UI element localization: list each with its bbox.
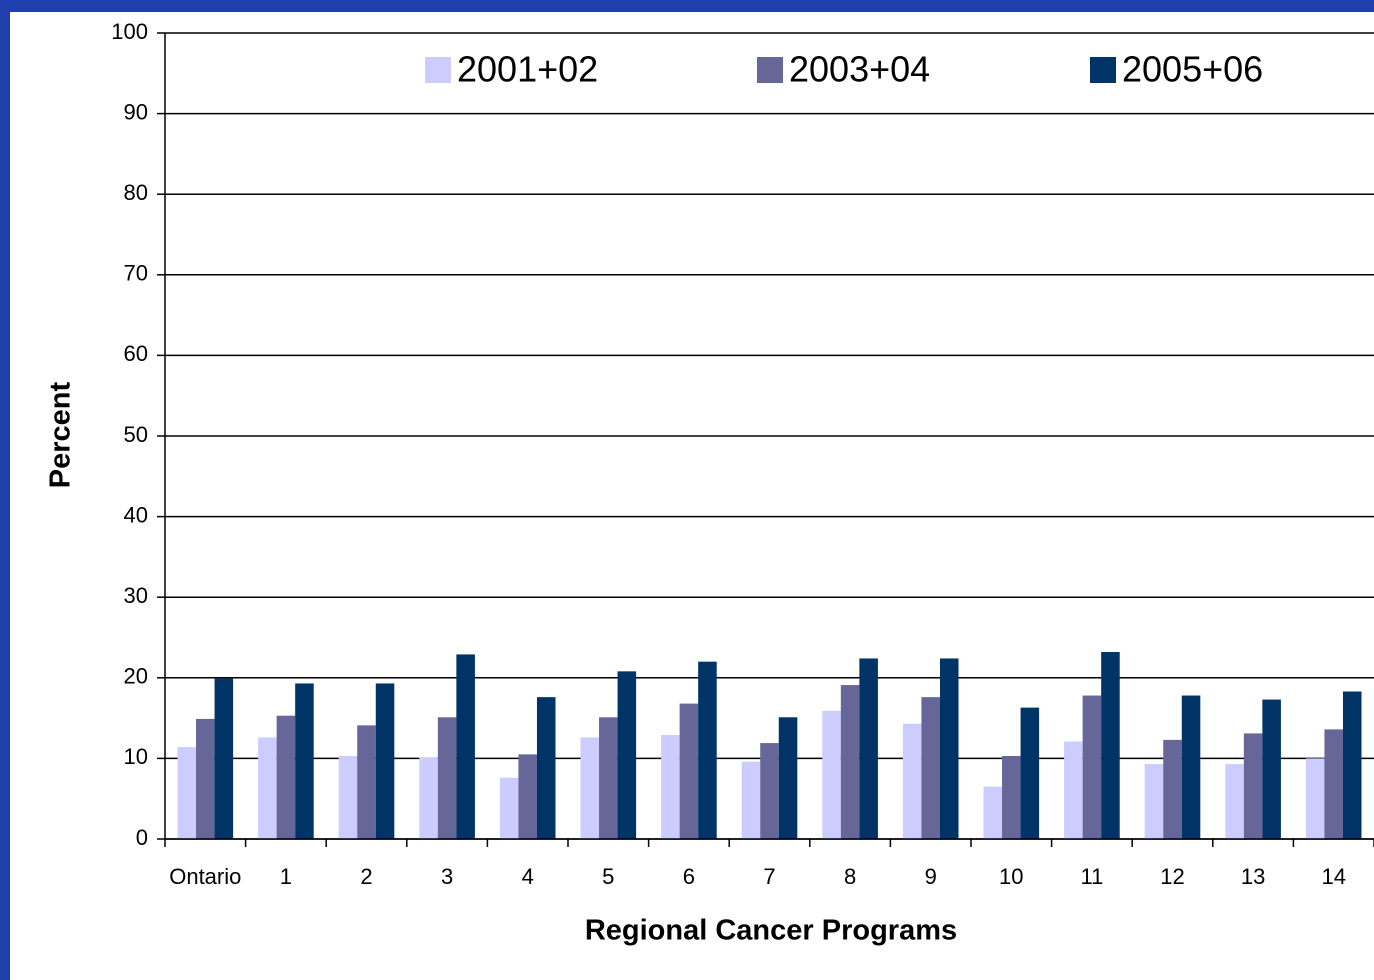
y-tick-label: 100 [111,19,148,44]
bar [456,654,475,839]
bar [357,725,376,839]
bar [760,743,779,839]
legend-swatch [1090,57,1116,83]
bar [1324,729,1343,839]
bar [983,786,1003,839]
x-tick-label: 13 [1241,864,1265,889]
bar [939,658,959,839]
x-tick-label: 12 [1160,864,1184,889]
bar [741,761,761,839]
bar [437,717,457,839]
legend-label: 2005+06 [1122,49,1263,90]
x-tick-label: 4 [522,864,534,889]
bar [338,755,358,839]
y-tick-label: 90 [124,99,148,124]
x-axis-label: Regional Cancer Programs [585,915,957,947]
x-tick-label: 6 [683,864,695,889]
y-tick-label: 70 [124,261,148,286]
y-tick-label: 60 [124,341,148,366]
bar [1243,733,1263,839]
y-tick-label: 30 [124,583,148,608]
bar [258,737,277,839]
bar [536,697,556,839]
y-tick-label: 20 [124,664,148,689]
bar [778,717,798,839]
bar [1020,707,1040,839]
bar [1064,741,1083,839]
bar [599,717,618,839]
x-tick-label: 10 [999,864,1023,889]
bar [419,757,438,839]
x-tick-label: 7 [763,864,775,889]
x-tick-label: 3 [441,864,453,889]
legend-swatch [757,57,783,83]
x-tick-label: 2 [360,864,372,889]
x-tick-label: 5 [602,864,614,889]
bar [1305,758,1325,839]
bar [196,718,215,839]
bar [214,678,234,839]
bar [661,735,680,839]
bar [295,683,314,839]
x-tick-label: 9 [925,864,937,889]
bar [698,661,717,839]
y-tick-label: 80 [124,180,148,205]
bar [518,754,537,839]
bar [1342,691,1362,839]
bar [1002,755,1021,839]
legend-label: 2001+02 [457,49,598,90]
x-tick-label: Ontario [169,864,241,889]
legend-swatch [425,57,451,83]
bar [177,747,197,839]
bar [902,723,922,839]
bar [1163,739,1182,839]
bar [499,777,519,839]
x-tick-label: 11 [1080,864,1103,889]
bar [617,671,637,839]
bar [375,683,395,839]
bar [580,737,600,839]
bar [822,710,841,839]
y-tick-label: 40 [124,502,148,527]
bar [1225,764,1244,839]
bar [1082,695,1102,839]
x-tick-label: 8 [844,864,856,889]
bar [1262,699,1281,839]
y-tick-label: 50 [124,422,148,447]
x-tick-label: 1 [280,864,292,889]
bar [859,658,878,839]
bar [840,685,860,839]
bar [679,703,699,839]
bar [1144,764,1164,839]
y-tick-label: 0 [136,825,148,850]
bar [1101,652,1120,839]
bar [921,697,940,839]
bar [276,715,296,839]
x-tick-label: 14 [1321,864,1345,889]
y-tick-label: 10 [124,744,148,769]
legend-label: 2003+04 [789,49,930,90]
bar [1181,695,1201,839]
y-axis-label: Percent [45,381,77,488]
